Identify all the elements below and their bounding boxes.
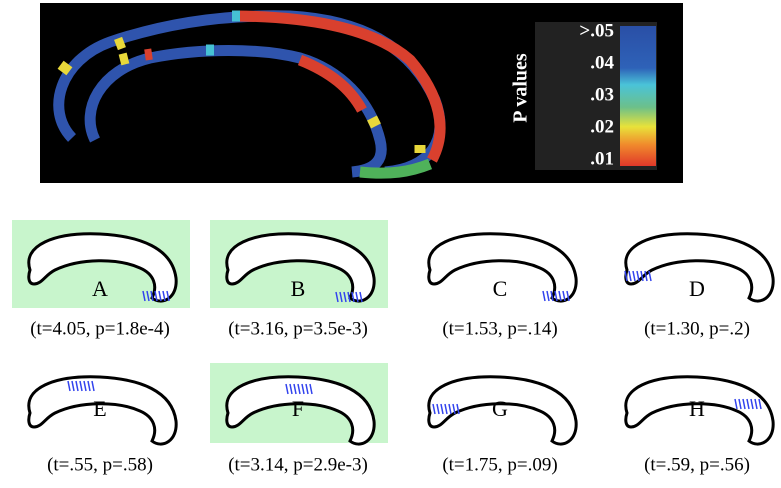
vector-hatch: [75, 380, 79, 392]
panel-caption: (t=4.05, p=1.8e-4): [30, 318, 170, 339]
vector-hatch: [452, 403, 456, 415]
vector-hatch: [91, 380, 95, 392]
vector-hatch: [558, 290, 562, 302]
callosum-outline: [225, 232, 376, 303]
panel-label: D: [689, 276, 705, 301]
vector-hatch: [554, 290, 558, 302]
vector-hatch: [754, 398, 758, 410]
vector-hatch: [87, 380, 91, 392]
outline-path: [624, 232, 775, 303]
vector-hatch: [550, 290, 554, 302]
panel-caption: (t=1.75, p=.09): [442, 454, 557, 475]
colorbar-title: P values: [510, 53, 532, 123]
outline-path: [225, 375, 376, 446]
callosum-outline: [624, 375, 775, 446]
outline-path: [624, 375, 775, 446]
tubes: [53, 10, 446, 179]
vector-hatch: [297, 383, 301, 395]
tube-highlights: [57, 10, 426, 153]
vector-hatch: [154, 290, 158, 302]
callosum-outline: [427, 375, 578, 446]
vector-hatch: [301, 383, 305, 395]
panel-label: F: [292, 396, 304, 421]
vector-hatch: [146, 290, 150, 302]
vector-hatch: [67, 380, 71, 392]
vector-hatch: [562, 290, 566, 302]
outline-path: [427, 375, 578, 446]
callosum-outline: [27, 375, 178, 446]
vector-hatch: [142, 290, 146, 302]
vector-hatch: [566, 290, 570, 302]
vector-hatch: [746, 398, 750, 410]
vector-hatch: [150, 290, 154, 302]
vector-hatch: [83, 380, 87, 392]
panel-label: B: [291, 276, 306, 301]
colorbar-label: .01: [590, 148, 614, 169]
outline-path: [225, 232, 376, 303]
vector-hatch: [343, 291, 347, 303]
callosum-outline: [427, 232, 578, 303]
vector-hatch: [309, 383, 313, 395]
panel-label: E: [93, 396, 106, 421]
vector-hatch: [355, 291, 359, 303]
vector-hatch: [636, 270, 640, 282]
vector-hatch: [347, 291, 351, 303]
vector-hatch: [285, 383, 289, 395]
outline-path: [427, 232, 578, 303]
vector-hatch: [640, 270, 644, 282]
vector-hatch: [546, 290, 550, 302]
vector-hatch: [432, 403, 436, 415]
vector-hatch: [293, 383, 297, 395]
vector-hatch: [456, 403, 460, 415]
vector-hatch: [305, 383, 309, 395]
vector-hatch: [158, 290, 162, 302]
outline-path: [27, 375, 178, 446]
colorbar-label: .02: [590, 116, 614, 137]
callosum-outline: [225, 375, 376, 446]
vector-hatch: [162, 290, 166, 302]
vector-hatch: [632, 270, 636, 282]
vector-hatch: [742, 398, 746, 410]
outline-path: [27, 232, 178, 303]
vector-hatch: [335, 291, 339, 303]
panel-caption: (t=.59, p=.56): [644, 454, 750, 475]
panel-caption: (t=.55, p=.58): [47, 454, 153, 475]
panel-label: A: [92, 276, 108, 301]
vector-hatch: [79, 380, 83, 392]
colorbar-label: .04: [590, 52, 614, 73]
colorbar: [620, 26, 656, 166]
vector-hatch: [436, 403, 440, 415]
colorbar-label: .03: [590, 84, 614, 105]
panel-label: H: [689, 396, 705, 421]
vector-hatch: [448, 403, 452, 415]
panel-caption: (t=3.14, p=2.9e-3): [228, 454, 368, 475]
vector-hatch: [648, 270, 652, 282]
colorbar-label: >.05: [579, 20, 614, 41]
vector-hatch: [359, 291, 363, 303]
panel-caption: (t=1.53, p=.14): [442, 318, 557, 339]
tract-map: >.05 .04 .03 .02 .01 P values: [40, 3, 683, 183]
vector-hatch: [758, 398, 762, 410]
vector-hatch: [750, 398, 754, 410]
callosum-outline: [624, 232, 775, 303]
vector-hatch: [289, 383, 293, 395]
panel-caption: (t=1.30, p=.2): [644, 318, 750, 339]
panel-label: G: [492, 396, 508, 421]
vector-hatch: [440, 403, 444, 415]
vector-hatch: [351, 291, 355, 303]
vector-hatch: [644, 270, 648, 282]
vector-hatch: [166, 290, 170, 302]
vector-hatch: [339, 291, 343, 303]
vector-hatch: [628, 270, 632, 282]
vector-hatch: [624, 270, 628, 282]
callosum-outline: [27, 232, 178, 303]
vector-hatch: [444, 403, 448, 415]
vector-hatch: [738, 398, 742, 410]
panel-label: C: [493, 276, 508, 301]
panel-caption: (t=3.16, p=3.5e-3): [228, 318, 368, 339]
vector-hatch: [71, 380, 75, 392]
vector-hatch: [734, 398, 738, 410]
vector-hatch: [542, 290, 546, 302]
